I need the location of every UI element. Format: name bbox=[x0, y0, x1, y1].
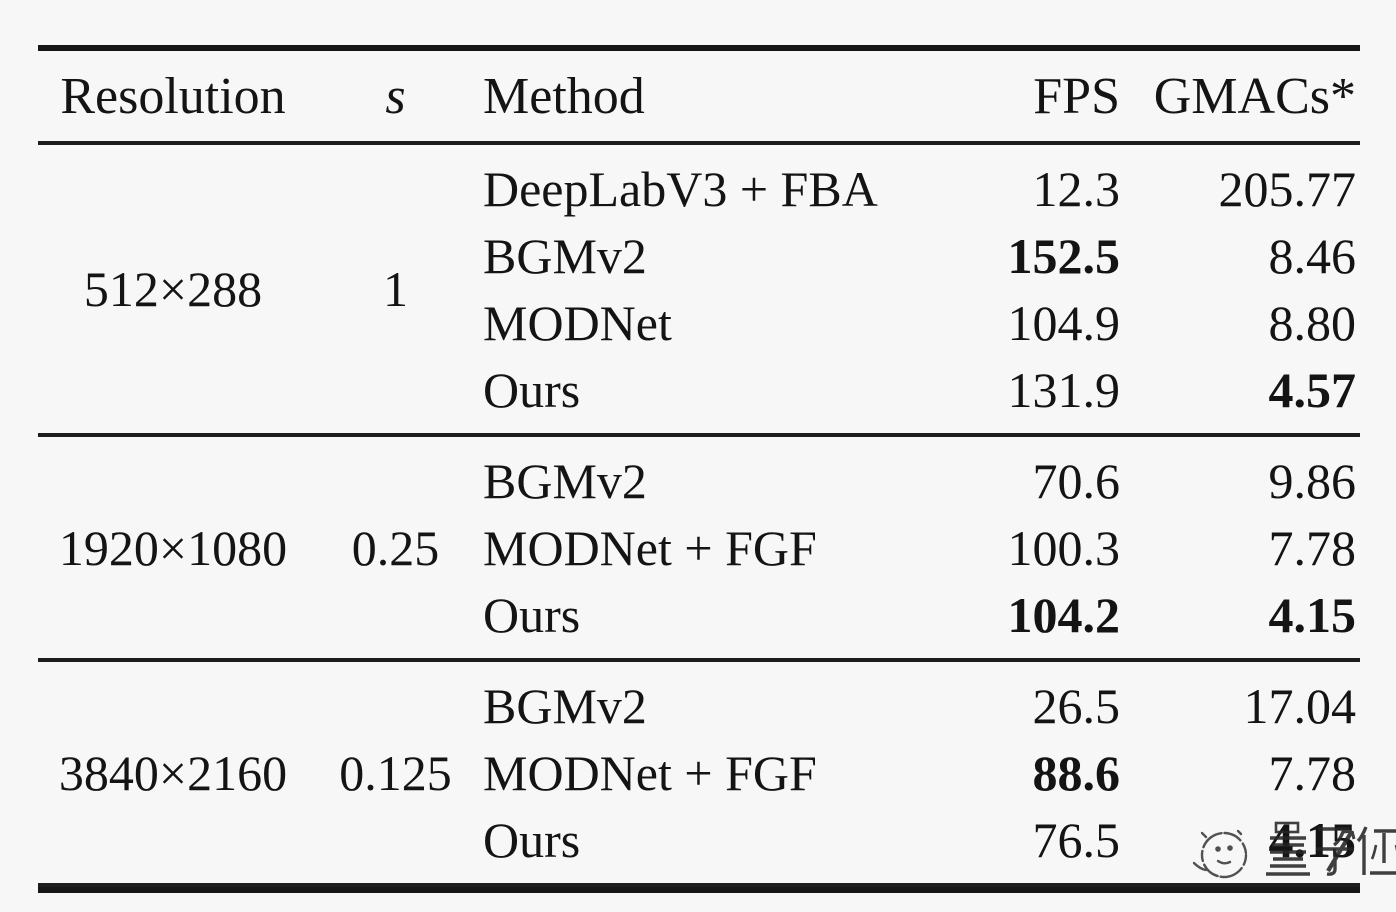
gmacs-cell: 205.77 bbox=[1218, 160, 1357, 217]
method-cell: DeepLabV3 + FBA bbox=[483, 160, 878, 217]
fps-cell: 104.2 bbox=[1007, 586, 1121, 643]
col-header-gmacs: GMACs* bbox=[1153, 67, 1356, 125]
gmacs-cell: 8.80 bbox=[1268, 294, 1357, 351]
resolution-group-1920x1080: 1920×1080 0.25 BGMv2 70.6 9.86 MODNet + … bbox=[38, 437, 1360, 662]
scale-cell: 1 bbox=[383, 261, 408, 317]
table-row: BGMv2 70.6 9.86 bbox=[483, 447, 1360, 514]
resolution-cell: 1920×1080 bbox=[58, 519, 288, 576]
resolution-group-512x288: 512×288 1 DeepLabV3 + FBA 12.3 205.77 BG… bbox=[38, 145, 1360, 437]
col-header-fps: FPS bbox=[1033, 67, 1120, 125]
col-header-resolution: Resolution bbox=[60, 67, 286, 125]
gmacs-cell: 4.15 bbox=[1268, 586, 1357, 643]
table-row: BGMv2 152.5 8.46 bbox=[483, 222, 1360, 289]
fps-cell: 26.5 bbox=[1032, 677, 1121, 734]
scale-cell: 0.25 bbox=[351, 519, 440, 576]
gmacs-cell: 4.15 bbox=[1268, 811, 1357, 868]
method-cell: Ours bbox=[483, 811, 581, 868]
resolution-group-3840x2160: 3840×2160 0.125 BGMv2 26.5 17.04 MODNet … bbox=[38, 662, 1360, 887]
gmacs-cell: 7.78 bbox=[1268, 744, 1357, 801]
gmacs-cell: 8.46 bbox=[1268, 227, 1357, 284]
gmacs-cell: 9.86 bbox=[1268, 452, 1357, 509]
gmacs-cell: 17.04 bbox=[1243, 677, 1357, 734]
table-row: DeepLabV3 + FBA 12.3 205.77 bbox=[483, 155, 1360, 222]
table-header-row: Resolution s Method FPS GMACs* bbox=[38, 51, 1360, 145]
fps-cell: 152.5 bbox=[1007, 227, 1121, 284]
table-row: MODNet + FGF 100.3 7.78 bbox=[483, 514, 1360, 581]
table-row: MODNet + FGF 88.6 7.78 bbox=[483, 739, 1360, 806]
method-cell: MODNet + FGF bbox=[483, 744, 817, 801]
resolution-cell: 3840×2160 bbox=[58, 744, 288, 801]
scale-cell: 0.125 bbox=[339, 744, 452, 801]
fps-cell: 76.5 bbox=[1032, 811, 1121, 868]
method-cell: BGMv2 bbox=[483, 452, 647, 509]
gmacs-cell: 4.57 bbox=[1268, 361, 1357, 418]
fps-cell: 70.6 bbox=[1032, 452, 1121, 509]
method-cell: BGMv2 bbox=[483, 677, 647, 734]
fps-cell: 88.6 bbox=[1032, 744, 1121, 801]
method-cell: MODNet + FGF bbox=[483, 519, 817, 576]
col-header-scale: s bbox=[385, 67, 406, 125]
benchmark-table: Resolution s Method FPS GMACs* 512×288 1… bbox=[38, 45, 1396, 893]
fps-cell: 104.9 bbox=[1007, 294, 1121, 351]
fps-cell: 131.9 bbox=[1007, 361, 1121, 418]
col-header-method: Method bbox=[483, 67, 645, 125]
table-row: Ours 131.9 4.57 bbox=[483, 356, 1360, 423]
fps-cell: 100.3 bbox=[1007, 519, 1121, 576]
table-row: BGMv2 26.5 17.04 bbox=[483, 672, 1360, 739]
method-cell: Ours bbox=[483, 361, 581, 418]
method-cell: MODNet bbox=[483, 294, 672, 351]
table-row: Ours 76.5 4.15 bbox=[483, 806, 1360, 873]
method-cell: BGMv2 bbox=[483, 227, 647, 284]
method-cell: Ours bbox=[483, 586, 581, 643]
resolution-cell: 512×288 bbox=[83, 261, 263, 317]
gmacs-cell: 7.78 bbox=[1268, 519, 1357, 576]
table-row: Ours 104.2 4.15 bbox=[483, 581, 1360, 648]
table-row: MODNet 104.9 8.80 bbox=[483, 289, 1360, 356]
fps-cell: 12.3 bbox=[1032, 160, 1121, 217]
